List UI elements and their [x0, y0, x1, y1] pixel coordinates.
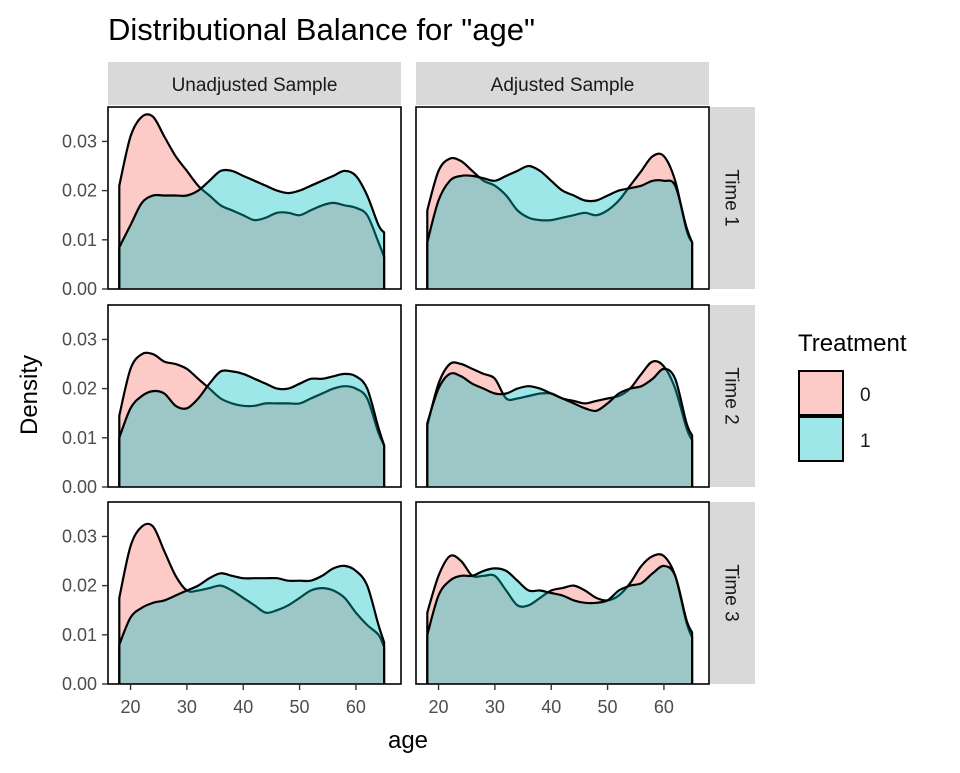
y-tick-label: 0.01	[62, 428, 97, 448]
panel-border	[415, 304, 710, 488]
density-area-group-0	[119, 352, 385, 487]
row-strip	[710, 305, 755, 487]
density-line-group-0	[118, 113, 386, 289]
facet-panel	[415, 106, 710, 290]
row-strip	[710, 502, 755, 684]
panel-border	[107, 501, 402, 685]
x-tick-label: 60	[654, 697, 674, 717]
panel-background	[416, 107, 709, 289]
y-tick-label: 0.02	[62, 576, 97, 596]
density-line-group-1	[426, 164, 694, 289]
density-line-group-0	[426, 152, 694, 289]
panel-border	[415, 501, 710, 685]
density-area-group-1	[427, 166, 693, 289]
column-strip	[108, 62, 401, 105]
density-line-group-1	[426, 367, 694, 487]
facet-panel	[415, 304, 710, 488]
legend-key-bg	[798, 416, 844, 462]
facet-panel: 0.00 0.01 0.02 0.03	[62, 304, 402, 497]
density-area-group-0	[427, 554, 693, 684]
density-line-group-1	[118, 168, 386, 289]
density-line-group-1	[118, 564, 386, 684]
panel-background	[108, 305, 401, 487]
density-line-group-0	[118, 522, 386, 684]
facet-panel: 0.00 0.01 0.02 0.03	[62, 106, 402, 299]
density-area-group-1	[119, 565, 385, 684]
x-tick-label: 20	[429, 697, 449, 717]
y-tick-label: 0.01	[62, 625, 97, 645]
x-tick-label: 50	[598, 697, 618, 717]
panel-background	[416, 305, 709, 487]
y-tick-label: 0.00	[62, 674, 97, 694]
legend-key	[798, 416, 844, 462]
x-tick-label: 30	[177, 697, 197, 717]
density-area-group-1	[119, 370, 385, 487]
y-axis-title: Density	[16, 355, 43, 435]
density-area-group-1	[427, 368, 693, 487]
density-line-group-1	[118, 369, 386, 487]
column-strip-label: Unadjusted Sample	[172, 75, 338, 96]
y-tick-label: 0.02	[62, 181, 97, 201]
legend-key-bg	[798, 370, 844, 416]
column-strip	[416, 62, 709, 105]
legend: Treatment 0 1	[798, 330, 907, 462]
x-tick-label: 60	[346, 697, 366, 717]
density-area-group-0	[427, 153, 693, 289]
y-tick-label: 0.03	[62, 329, 97, 349]
x-tick-label: 40	[233, 697, 253, 717]
density-line-group-0	[118, 351, 386, 487]
panel-border	[107, 106, 402, 290]
row-strip	[710, 107, 755, 289]
panel-border	[415, 106, 710, 290]
legend-key	[798, 370, 844, 416]
y-tick-label: 0.02	[62, 379, 97, 399]
chart-title: Distributional Balance for "age"	[108, 12, 535, 47]
density-area-group-0	[119, 114, 385, 290]
row-strip-label: Time 1	[721, 169, 742, 226]
x-tick-label: 40	[541, 697, 561, 717]
column-strip-label: Adjusted Sample	[491, 75, 635, 96]
x-tick-label: 50	[290, 697, 310, 717]
legend-title: Treatment	[798, 330, 907, 357]
legend-label: 0	[860, 385, 871, 406]
panels-layer: Unadjusted Sample Adjusted Sample Time 1 Ti…	[62, 62, 755, 717]
row-strip-label: Time 2	[721, 367, 742, 424]
density-area-group-1	[119, 169, 385, 289]
x-tick-label: 30	[485, 697, 505, 717]
density-area-group-1	[427, 565, 693, 684]
facet-panel: 20 30 40 50 60	[415, 501, 710, 717]
y-tick-label: 0.03	[62, 131, 97, 151]
legend-label: 1	[860, 431, 871, 452]
y-tick-label: 0.03	[62, 526, 97, 546]
density-line-group-1	[426, 564, 694, 684]
x-tick-label: 20	[121, 697, 141, 717]
facet-panel: 0.00 0.01 0.02 0.03 20 30 40 50 60	[62, 501, 402, 717]
panel-background	[108, 107, 401, 289]
y-tick-label: 0.01	[62, 230, 97, 250]
y-tick-label: 0.00	[62, 279, 97, 299]
row-strip-label: Time 3	[721, 564, 742, 621]
y-tick-label: 0.00	[62, 477, 97, 497]
panel-border	[107, 304, 402, 488]
panel-background	[416, 502, 709, 684]
x-axis-title: age	[388, 727, 428, 754]
